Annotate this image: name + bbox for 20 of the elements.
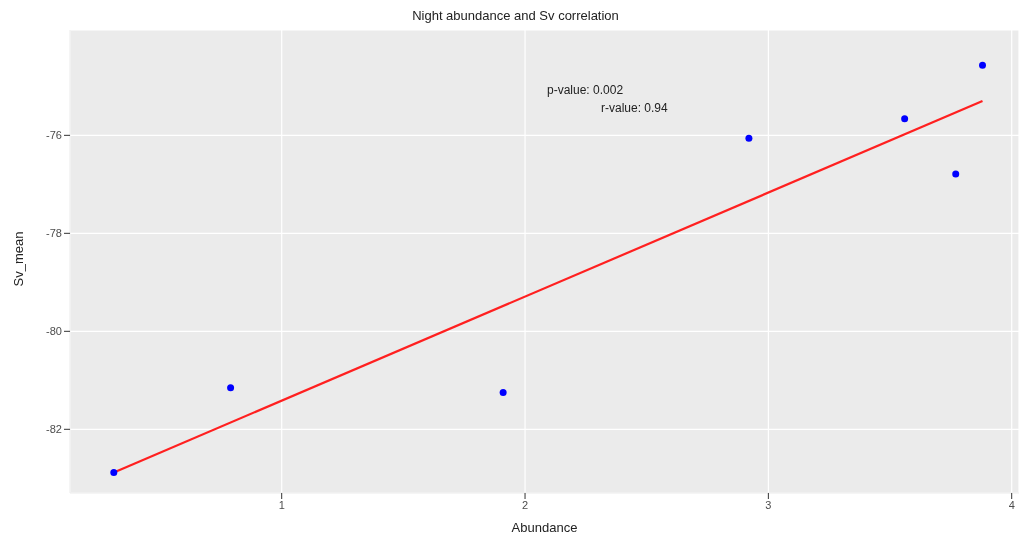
- chart-title: Night abundance and Sv correlation: [411, 8, 620, 23]
- x-tick-label: 1: [278, 498, 285, 511]
- x-tick-label: 2: [521, 498, 529, 511]
- x-tick-label: 3: [765, 498, 772, 511]
- y-axis-title: Sv_mean: [10, 231, 26, 287]
- annotation: p-value: 0.002: [547, 83, 624, 97]
- y-tick-label: -76: [46, 129, 62, 142]
- y-tick-label: -82: [46, 423, 62, 436]
- point: [110, 468, 118, 476]
- point: [952, 170, 960, 178]
- point: [979, 61, 986, 69]
- y-tick-label: -80: [46, 325, 62, 338]
- x-axis-title: Abundance: [511, 520, 578, 536]
- point: [745, 134, 753, 142]
- x-tick-label: 4: [1008, 498, 1015, 511]
- point: [901, 115, 909, 123]
- point: [227, 384, 235, 392]
- annotation: r-value: 0.94: [601, 101, 668, 115]
- y-tick-label: -78: [46, 227, 62, 240]
- point: [499, 389, 507, 397]
